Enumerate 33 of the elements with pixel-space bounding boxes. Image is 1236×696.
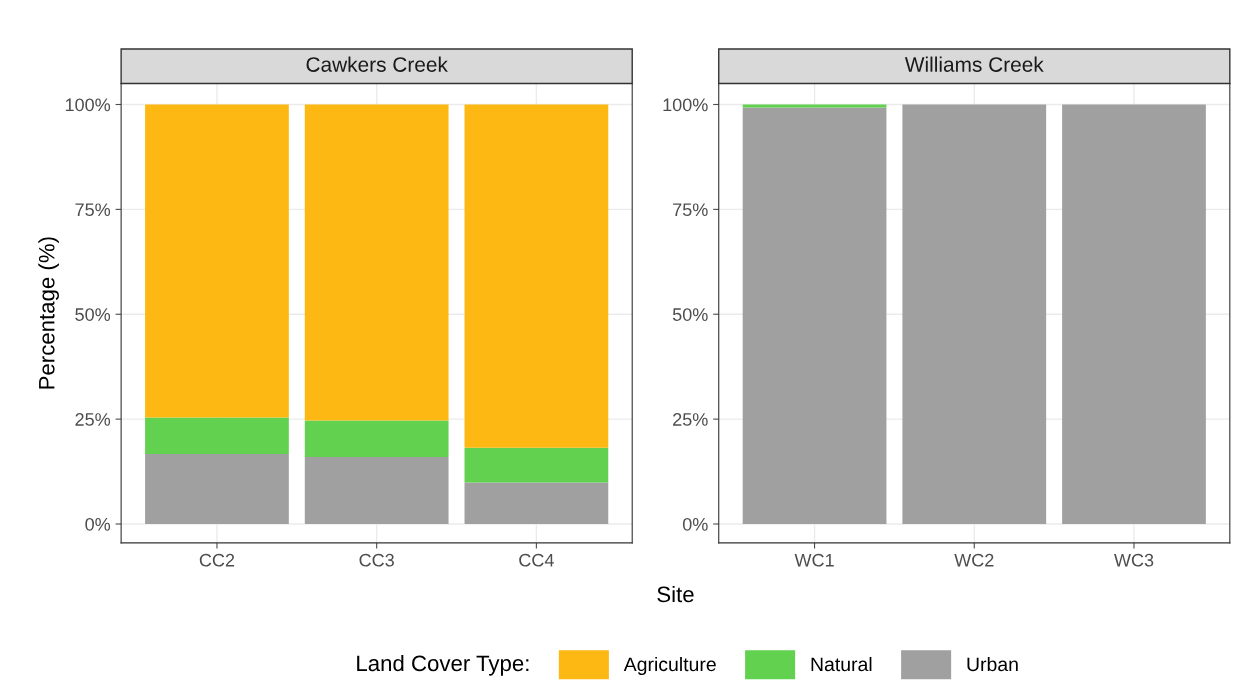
chart-title: Cawkers Creek bbox=[306, 56, 448, 72]
y-axis-title: Percentage (%) bbox=[38, 237, 59, 389]
y-tick-label: 25% bbox=[673, 413, 708, 426]
bar bbox=[464, 447, 609, 483]
y-tick-label: 100% bbox=[663, 98, 708, 112]
x-tick-label: CC3 bbox=[359, 553, 394, 567]
y-tick-label: 75% bbox=[75, 203, 111, 217]
legend-label: Agriculture bbox=[623, 656, 716, 676]
y-tick-label: 50% bbox=[672, 308, 708, 321]
x-tick-label: WC1 bbox=[794, 553, 834, 567]
x-tick-label: CC4 bbox=[519, 553, 554, 567]
y-tick-label: 100% bbox=[65, 98, 111, 112]
x-tick-label: CC2 bbox=[199, 553, 235, 567]
y-tick-label: 0% bbox=[682, 517, 708, 531]
bar bbox=[304, 420, 449, 457]
bar bbox=[145, 104, 289, 418]
x-tick-label: WC2 bbox=[954, 553, 994, 567]
legend-title: Land Cover Type: bbox=[357, 654, 529, 676]
y-tick-label: 25% bbox=[75, 413, 111, 426]
bar bbox=[304, 104, 449, 421]
bar bbox=[464, 482, 609, 524]
chart-title: Williams Creek bbox=[904, 56, 1044, 72]
legend-label: Natural bbox=[811, 656, 872, 672]
bar bbox=[145, 417, 289, 454]
bar bbox=[145, 453, 289, 524]
x-axis-title: Site bbox=[657, 585, 694, 603]
legend-label: Urban bbox=[967, 656, 1018, 672]
y-tick-label: 0% bbox=[85, 517, 111, 531]
x-tick-label: WC3 bbox=[1114, 553, 1154, 567]
y-tick-label: 50% bbox=[75, 308, 111, 321]
y-tick-label: 75% bbox=[673, 203, 708, 217]
bar bbox=[464, 104, 609, 448]
bar bbox=[304, 456, 449, 524]
